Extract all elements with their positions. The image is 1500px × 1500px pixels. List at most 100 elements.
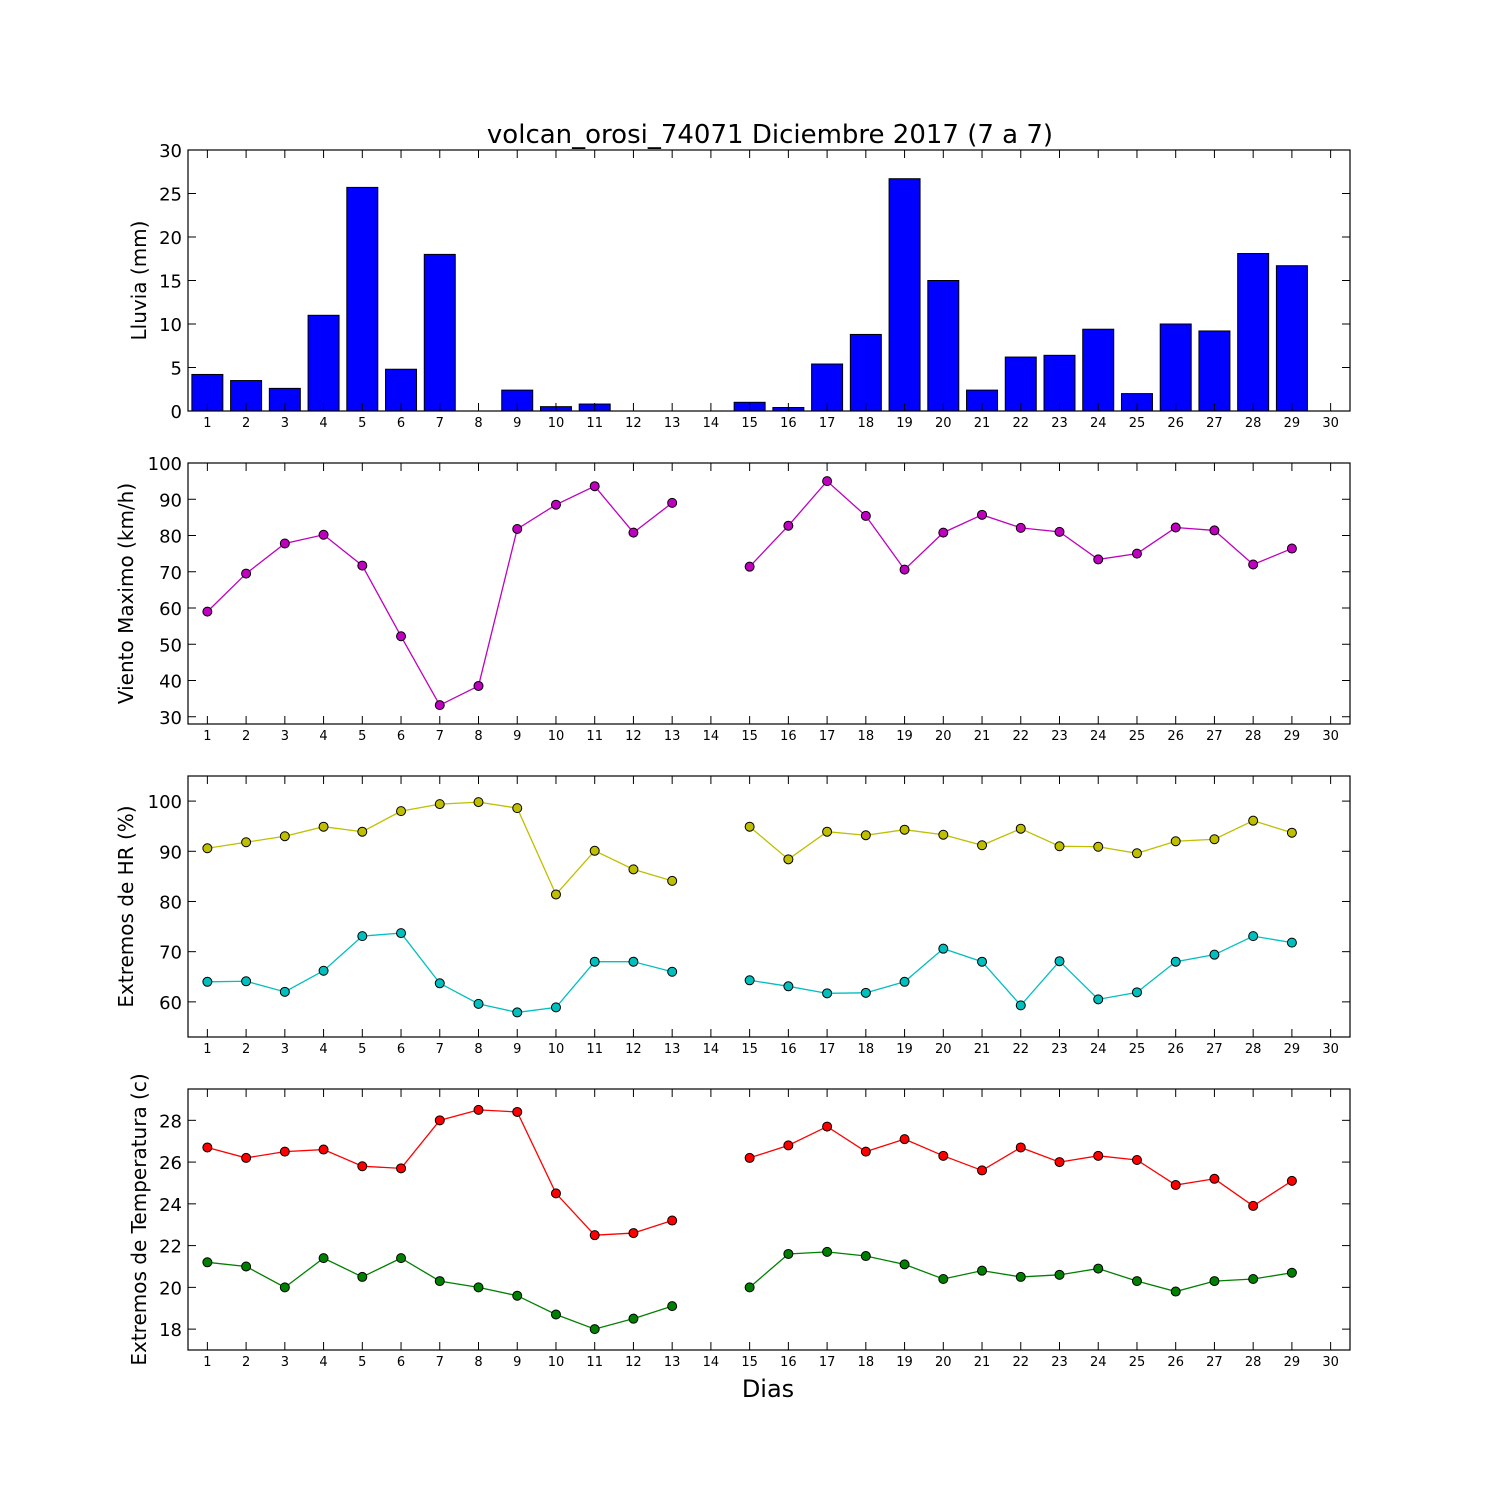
- x-axis-label: Dias: [742, 1375, 794, 1403]
- y-tick-label: 22: [159, 1237, 182, 1258]
- series-2-point-dia-4: [318, 965, 329, 976]
- series-1-point-dia-13: [667, 497, 678, 508]
- series-1-point-dia-20: [938, 527, 949, 538]
- bar-dia-4: [307, 314, 340, 412]
- x-tick-label: 2: [242, 1355, 250, 1370]
- series-2-point-dia-1: [202, 1257, 213, 1268]
- x-tick-label: 17: [819, 416, 836, 431]
- series-1-point-dia-3: [279, 1146, 290, 1157]
- series-1-point-dia-7: [434, 799, 445, 810]
- x-tick-label: 23: [1051, 416, 1068, 431]
- x-tick-label: 11: [586, 416, 603, 431]
- series-1-point-dia-16: [783, 1140, 794, 1151]
- x-tick-label: 6: [397, 416, 405, 431]
- y-tick-label: 30: [159, 708, 182, 729]
- series-2-point-dia-18: [860, 987, 871, 998]
- y-tick-label: 24: [159, 1195, 182, 1216]
- x-tick-label: 7: [436, 416, 444, 431]
- y-axis-label-lluvia: Lluvia (mm): [127, 221, 151, 341]
- series-1-point-dia-15: [744, 821, 755, 832]
- bar-dia-27: [1198, 330, 1231, 412]
- series-2-point-dia-24: [1093, 1263, 1104, 1274]
- series-2-point-dia-20: [938, 1274, 949, 1285]
- x-tick-label: 20: [935, 1042, 952, 1057]
- x-tick-label: 4: [319, 1355, 327, 1370]
- series-1-point-dia-29: [1286, 827, 1297, 838]
- series-1-point-dia-19: [899, 564, 910, 575]
- series-2-point-dia-27: [1209, 949, 1220, 960]
- series-1-point-dia-17: [822, 476, 833, 487]
- y-tick-label: 70: [159, 563, 182, 584]
- series-2-point-dia-25: [1131, 987, 1142, 998]
- x-tick-label: 6: [397, 1042, 405, 1057]
- x-tick-label: 25: [1129, 729, 1146, 744]
- bar-dia-5: [346, 186, 379, 412]
- series-2-point-dia-7: [434, 978, 445, 989]
- series-1-point-dia-8: [473, 797, 484, 808]
- x-tick-label: 1: [203, 416, 211, 431]
- series-1-point-dia-26: [1170, 522, 1181, 533]
- y-tick-label: 100: [148, 792, 182, 813]
- x-tick-label: 24: [1090, 729, 1107, 744]
- x-tick-label: 4: [319, 729, 327, 744]
- series-1-point-dia-6: [396, 806, 407, 817]
- x-tick-label: 13: [664, 416, 681, 431]
- series-2-point-dia-17: [822, 1246, 833, 1257]
- x-tick-label: 30: [1322, 1042, 1339, 1057]
- series-1-point-dia-10: [550, 889, 561, 900]
- series-1-point-dia-15: [744, 561, 755, 572]
- series-1-point-dia-4: [318, 1144, 329, 1155]
- series-1-point-dia-22: [1015, 1142, 1026, 1153]
- series-2-point-dia-3: [279, 1282, 290, 1293]
- x-tick-label: 30: [1322, 416, 1339, 431]
- series-2-point-dia-2: [241, 976, 252, 987]
- series-1-point-dia-23: [1054, 841, 1065, 852]
- series-2-point-dia-2: [241, 1261, 252, 1272]
- x-tick-label: 29: [1284, 1042, 1301, 1057]
- x-tick-label: 29: [1284, 416, 1301, 431]
- x-tick-label: 25: [1129, 416, 1146, 431]
- x-tick-label: 15: [741, 1355, 758, 1370]
- series-1-point-dia-25: [1131, 548, 1142, 559]
- series-2-point-dia-10: [550, 1002, 561, 1013]
- series-1-point-dia-20: [938, 829, 949, 840]
- x-tick-label: 27: [1206, 729, 1223, 744]
- x-tick-label: 3: [281, 1355, 289, 1370]
- series-1-line-segment-1: [206, 485, 673, 707]
- series-2-point-dia-20: [938, 943, 949, 954]
- y-tick-label: 26: [159, 1153, 182, 1174]
- series-1-point-dia-13: [667, 875, 678, 886]
- y-tick-label: 50: [159, 635, 182, 656]
- series-1-point-dia-24: [1093, 841, 1104, 852]
- series-2-point-dia-9: [512, 1007, 523, 1018]
- series-1-point-dia-11: [589, 481, 600, 492]
- series-2-point-dia-5: [357, 931, 368, 942]
- series-2-point-dia-24: [1093, 994, 1104, 1005]
- series-2-point-dia-26: [1170, 1286, 1181, 1297]
- x-tick-label: 25: [1129, 1042, 1146, 1057]
- x-tick-label: 18: [858, 416, 875, 431]
- series-1-point-dia-24: [1093, 554, 1104, 565]
- x-tick-label: 26: [1167, 1042, 1184, 1057]
- series-2-point-dia-22: [1015, 1000, 1026, 1011]
- x-tick-label: 6: [397, 1355, 405, 1370]
- x-tick-label: 12: [625, 1355, 642, 1370]
- x-tick-label: 28: [1245, 1355, 1262, 1370]
- y-tick-label: 90: [159, 490, 182, 511]
- series-2-point-dia-19: [899, 976, 910, 987]
- series-1-point-dia-1: [202, 843, 213, 854]
- x-tick-label: 16: [780, 1042, 797, 1057]
- series-2-point-dia-23: [1054, 956, 1065, 967]
- bar-dia-22: [1004, 356, 1037, 412]
- x-tick-label: 14: [703, 416, 720, 431]
- y-tick-label: 5: [171, 359, 182, 380]
- y-tick-label: 0: [171, 402, 182, 423]
- x-tick-label: 27: [1206, 416, 1223, 431]
- bar-dia-28: [1237, 253, 1270, 412]
- x-tick-label: 5: [358, 729, 366, 744]
- y-tick-label: 20: [159, 228, 182, 249]
- x-tick-label: 14: [703, 1355, 720, 1370]
- series-2-point-dia-28: [1248, 1274, 1259, 1285]
